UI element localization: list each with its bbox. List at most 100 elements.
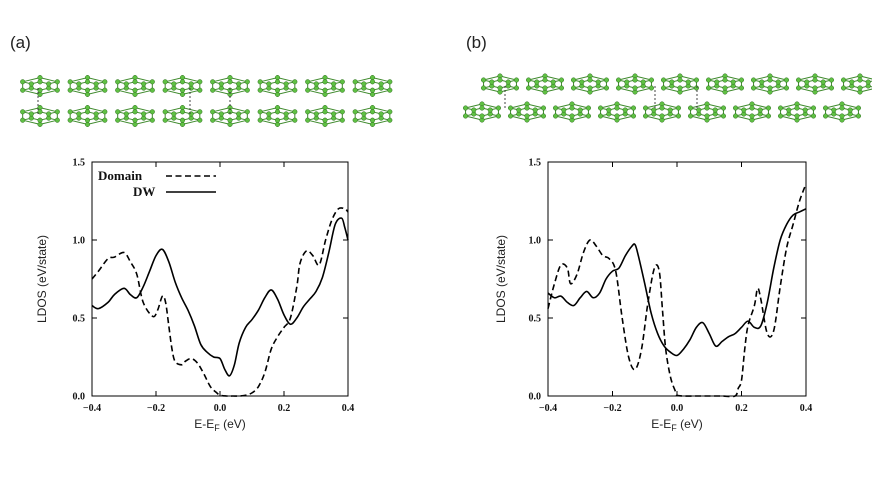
atom [84,79,91,85]
panel-label-b: (b) [466,33,487,52]
atom [352,117,358,123]
atom [37,117,43,123]
x-axis-label-a: E-EF (eV) [194,417,246,433]
bond [87,107,105,113]
atom [352,87,358,93]
atom [123,81,129,87]
atom [283,81,289,87]
bond [324,119,343,125]
atom [857,85,863,91]
bond [481,115,499,121]
atom [149,79,155,85]
atom [540,113,547,119]
x-tick-label: 0.2 [735,403,748,414]
atom [132,91,138,97]
atom [227,75,233,81]
atom [352,109,358,115]
atom [20,117,26,123]
atom [244,117,250,123]
atom [738,77,745,83]
atom [67,79,73,85]
bond [618,75,636,81]
atom [274,109,281,115]
atom [132,79,138,85]
atom [102,87,108,93]
atom [513,85,520,91]
atom [102,117,108,123]
atom [257,109,263,115]
x-tick-label: 0.4 [800,403,813,414]
atom [552,105,559,111]
legend-label-domain: Domain [98,168,143,183]
atom [749,105,755,111]
atom [765,105,772,111]
bond [544,75,562,81]
atom [542,77,548,83]
plot-frame-a [91,161,349,397]
bond [22,77,41,83]
bond [753,75,771,81]
bond [22,107,41,113]
bond [663,75,681,81]
atom [76,111,82,117]
atom [765,113,772,119]
atom [197,109,203,115]
atom [115,79,121,85]
atom [479,113,485,119]
graphene-bilayer-structure-a [20,75,393,127]
atom [115,87,121,93]
atom [675,113,682,119]
bond [307,107,326,113]
bond [22,89,41,95]
atom [767,77,773,83]
bond [483,75,501,81]
atom [132,105,138,111]
atom [369,109,376,115]
atom [218,115,224,121]
bond [690,103,708,109]
atom [218,85,224,91]
atom [313,115,319,121]
atom [188,81,194,87]
atom [524,113,530,119]
bond [825,115,843,121]
series-line-dw-b [547,208,807,357]
atom [115,117,121,123]
atom [361,85,367,91]
atom [266,85,272,91]
atom [266,81,272,87]
atom [179,91,186,97]
atom [84,117,91,123]
atom [339,117,345,123]
atom [179,105,186,111]
atom [93,85,99,91]
atom [20,109,26,115]
y-tick-label: 1.5 [529,158,542,169]
atom [369,105,376,111]
atom [369,117,376,123]
bond [708,87,726,93]
atom [352,79,358,85]
atom [712,107,718,113]
atom [28,111,34,117]
bond [751,115,769,121]
bond [751,103,769,109]
atom [632,85,638,91]
atom [37,121,43,127]
atom [67,87,73,93]
atom [642,105,649,111]
x-tick-label: 0.2 [278,403,291,414]
atom [149,109,155,115]
atom [20,87,26,93]
y-tick-label: 0.0 [529,392,542,403]
bond [843,75,861,81]
bond [780,115,798,121]
atom [855,113,862,119]
atom [795,85,802,91]
bond [841,103,859,109]
bond [753,87,771,93]
bond [260,89,278,95]
atom [331,111,337,117]
bond [573,87,591,93]
atom [677,85,683,91]
